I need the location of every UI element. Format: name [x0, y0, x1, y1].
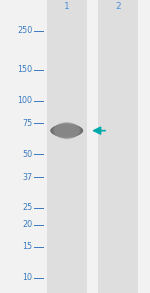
- Ellipse shape: [51, 124, 83, 137]
- Ellipse shape: [52, 124, 82, 138]
- Ellipse shape: [52, 123, 81, 138]
- Text: 25: 25: [22, 203, 32, 212]
- Text: 75: 75: [22, 119, 32, 128]
- Text: 100: 100: [17, 96, 32, 105]
- Text: 20: 20: [22, 220, 32, 229]
- Text: 2: 2: [115, 2, 121, 11]
- Ellipse shape: [53, 123, 81, 139]
- Ellipse shape: [54, 122, 79, 139]
- Ellipse shape: [51, 124, 82, 137]
- Text: 250: 250: [17, 26, 32, 35]
- Ellipse shape: [52, 123, 81, 138]
- Text: 37: 37: [22, 173, 32, 182]
- Bar: [98, 0, 138, 293]
- Bar: [46, 0, 87, 293]
- Ellipse shape: [53, 122, 80, 139]
- Ellipse shape: [54, 122, 80, 139]
- Text: 50: 50: [22, 150, 32, 159]
- Text: 150: 150: [17, 65, 32, 74]
- Text: 15: 15: [22, 242, 32, 251]
- Ellipse shape: [55, 122, 79, 140]
- Text: 1: 1: [64, 2, 70, 11]
- Text: 10: 10: [22, 273, 32, 282]
- Ellipse shape: [50, 125, 83, 137]
